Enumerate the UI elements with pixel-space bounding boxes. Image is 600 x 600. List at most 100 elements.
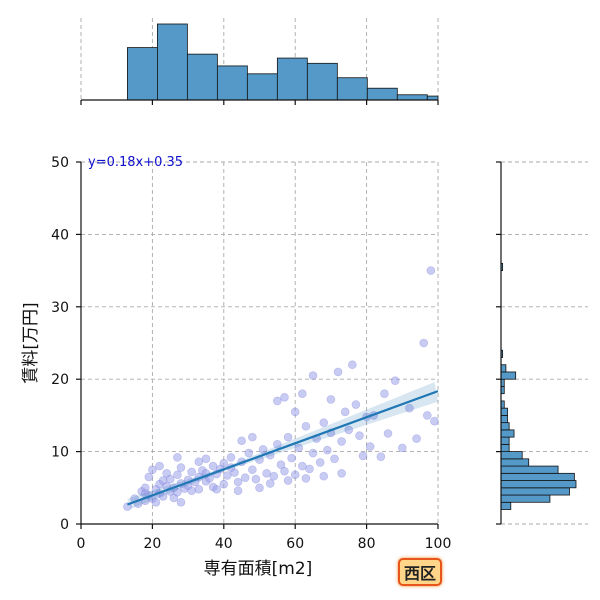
scatter-point	[397, 443, 407, 453]
scatter-point	[376, 452, 386, 461]
scatter-point	[301, 474, 311, 483]
x-tick-label: 80	[358, 536, 376, 552]
scatter-point	[308, 448, 318, 458]
y-histogram-bar	[500, 487, 570, 496]
scatter-point	[273, 396, 282, 406]
y-histogram-bar	[500, 472, 575, 481]
scatter-point	[269, 471, 279, 481]
scatter-point	[283, 432, 293, 442]
scatter-point	[337, 437, 346, 446]
scatter-point	[251, 474, 261, 484]
scatter-point	[290, 470, 300, 480]
scatter-point	[151, 497, 161, 507]
y-histogram-bar	[500, 494, 551, 503]
x-axis-label: 専有面積[m2]	[204, 559, 313, 579]
scatter-point	[280, 466, 289, 476]
y-tick-label: 10	[51, 445, 69, 461]
scatter-point	[176, 497, 186, 507]
scatter-point	[255, 483, 264, 493]
scatter-point	[319, 471, 329, 481]
scatter-point	[248, 432, 257, 442]
scatter-point	[258, 445, 268, 454]
scatter-point	[223, 471, 232, 480]
x-tick-label: 100	[425, 536, 452, 552]
scatter-point	[176, 463, 186, 472]
y-histogram-bar	[500, 458, 530, 467]
scatter-point	[173, 487, 182, 497]
y-histogram-bar	[500, 501, 512, 510]
scatter-point	[355, 431, 364, 440]
y-histogram-bar	[500, 480, 577, 489]
x-tick-label: 40	[215, 536, 233, 552]
scatter-point	[323, 445, 332, 455]
scatter-point	[348, 360, 357, 370]
scatter-points	[123, 266, 439, 511]
scatter-point	[240, 473, 250, 482]
scatter-point	[301, 421, 311, 431]
scatter-point	[201, 454, 211, 464]
scatter-point	[283, 476, 293, 485]
scatter-point	[315, 458, 325, 467]
scatter-point	[287, 453, 296, 463]
y-tick-label: 40	[51, 227, 69, 243]
y-histogram-bar	[500, 414, 508, 424]
scatter-point	[308, 371, 318, 380]
scatter-point	[148, 465, 157, 475]
scatter-point	[319, 418, 329, 427]
regression-layer	[127, 382, 439, 509]
scatter-point	[165, 474, 175, 484]
scatter-point	[337, 469, 346, 478]
y-tick-label: 50	[51, 155, 69, 171]
scatter-point	[187, 467, 196, 477]
scatter-point	[422, 411, 432, 420]
scatter-point	[265, 479, 275, 488]
scatter-point	[233, 486, 243, 495]
scatter-point	[144, 472, 154, 482]
scatter-point	[173, 453, 182, 462]
scatter-point	[351, 400, 361, 409]
scatter-point	[305, 464, 314, 474]
labels-layer: y=0.18x+0.35 専有面積[m2] 賃料[万円]	[21, 155, 312, 579]
x-tick-label: 20	[143, 536, 161, 552]
x-tick-label: 0	[77, 536, 86, 552]
x-histogram-bar	[216, 65, 248, 101]
scatter-point	[330, 454, 339, 464]
scatter-point	[155, 461, 164, 471]
scatter-point	[187, 486, 196, 495]
scatter-point	[326, 395, 336, 404]
scatter-point	[380, 389, 389, 398]
scatter-point	[430, 416, 439, 426]
regression-line	[127, 390, 439, 506]
scatter-point	[426, 266, 436, 275]
scatter-point	[212, 484, 221, 494]
x-histogram-bar	[246, 73, 278, 101]
axes-layer: 0 20 40 60 80 100 0 10 20 30 40 50	[51, 99, 502, 552]
scatter-point	[237, 436, 246, 446]
x-histogram-bar	[276, 57, 308, 101]
x-tick-label: 60	[286, 536, 304, 552]
scatter-point	[273, 440, 282, 449]
y-histogram-bar	[500, 407, 508, 416]
scatter-point	[344, 425, 354, 435]
x-histogram-bar	[127, 47, 158, 101]
scatter-point	[419, 338, 429, 348]
scatter-point	[358, 451, 368, 461]
y-histogram-bar	[500, 436, 510, 445]
scatter-point	[280, 392, 289, 402]
scatter-point	[340, 407, 350, 417]
scatter-point	[194, 484, 204, 494]
y-tick-label: 20	[51, 372, 69, 388]
scatter-point	[298, 389, 307, 398]
x-histogram-bar	[336, 77, 368, 101]
y-histogram-bar	[500, 451, 523, 460]
x-histogram-bar	[186, 53, 218, 101]
scatter-point	[244, 448, 254, 458]
scatter-point	[365, 442, 375, 451]
scatter-point	[194, 457, 204, 467]
y-histogram-bar	[500, 443, 510, 452]
scatter-point	[173, 470, 182, 480]
y-histogram-bar	[500, 364, 507, 373]
x-histogram-bar	[156, 23, 188, 101]
